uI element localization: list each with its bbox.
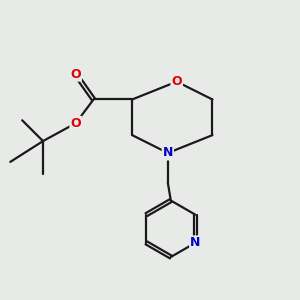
- Text: O: O: [70, 68, 81, 81]
- Text: O: O: [171, 75, 182, 88]
- Text: N: N: [190, 236, 200, 249]
- Text: O: O: [70, 117, 81, 130]
- Text: N: N: [163, 146, 173, 160]
